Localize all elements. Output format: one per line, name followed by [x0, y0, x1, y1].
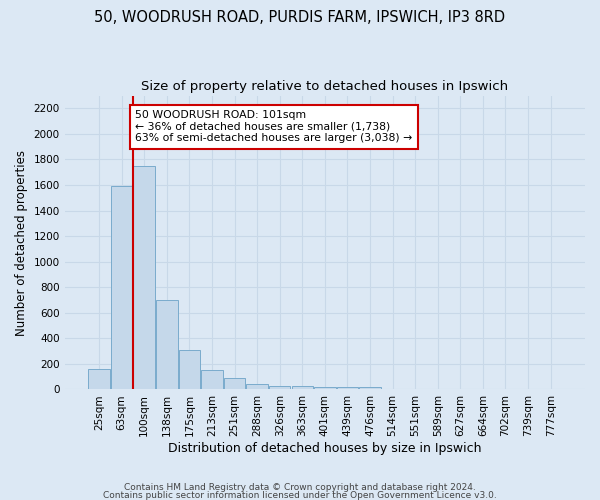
Text: 50 WOODRUSH ROAD: 101sqm
← 36% of detached houses are smaller (1,738)
63% of sem: 50 WOODRUSH ROAD: 101sqm ← 36% of detach… [135, 110, 412, 144]
Bar [247, 384, 268, 390]
Bar [201, 370, 223, 390]
Bar [292, 386, 313, 390]
Bar [88, 369, 110, 390]
Text: Contains public sector information licensed under the Open Government Licence v3: Contains public sector information licen… [103, 490, 497, 500]
Text: Contains HM Land Registry data © Crown copyright and database right 2024.: Contains HM Land Registry data © Crown c… [124, 484, 476, 492]
Bar [314, 387, 335, 390]
Bar [269, 386, 290, 390]
Bar [337, 387, 358, 390]
Bar [179, 350, 200, 390]
Y-axis label: Number of detached properties: Number of detached properties [15, 150, 28, 336]
Bar [156, 300, 178, 390]
Title: Size of property relative to detached houses in Ipswich: Size of property relative to detached ho… [141, 80, 508, 93]
Bar [224, 378, 245, 390]
Bar [133, 166, 155, 390]
Text: 50, WOODRUSH ROAD, PURDIS FARM, IPSWICH, IP3 8RD: 50, WOODRUSH ROAD, PURDIS FARM, IPSWICH,… [94, 10, 506, 25]
Bar [359, 387, 381, 390]
X-axis label: Distribution of detached houses by size in Ipswich: Distribution of detached houses by size … [168, 442, 482, 455]
Bar [111, 186, 133, 390]
